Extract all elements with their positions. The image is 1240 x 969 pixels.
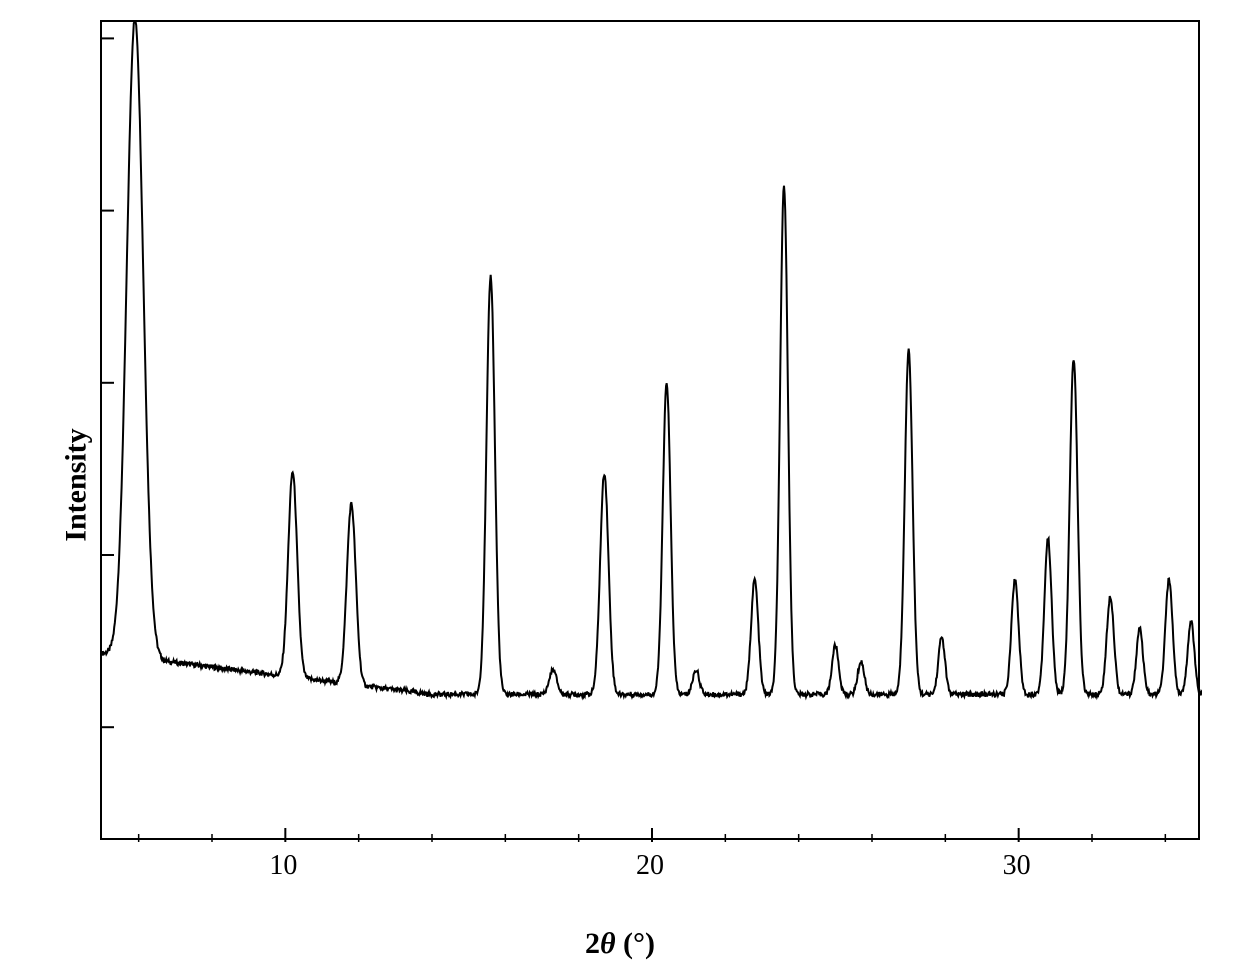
x-label-suffix: (°) — [616, 927, 655, 960]
x-axis-label: 2θ (°) — [585, 927, 655, 961]
chart-container — [100, 20, 1200, 900]
y-axis-label: Intensity — [60, 428, 94, 541]
x-tick-label: 20 — [636, 850, 664, 882]
x-tick-label: 30 — [1003, 850, 1031, 882]
xrd-pattern-svg — [102, 22, 1202, 842]
xrd-line — [102, 22, 1202, 697]
x-tick-labels: 10 20 30 — [100, 850, 1200, 890]
x-label-prefix: 2 — [585, 927, 600, 960]
x-tick-label: 10 — [269, 850, 297, 882]
plot-area — [100, 20, 1200, 840]
x-label-theta: θ — [600, 927, 616, 960]
